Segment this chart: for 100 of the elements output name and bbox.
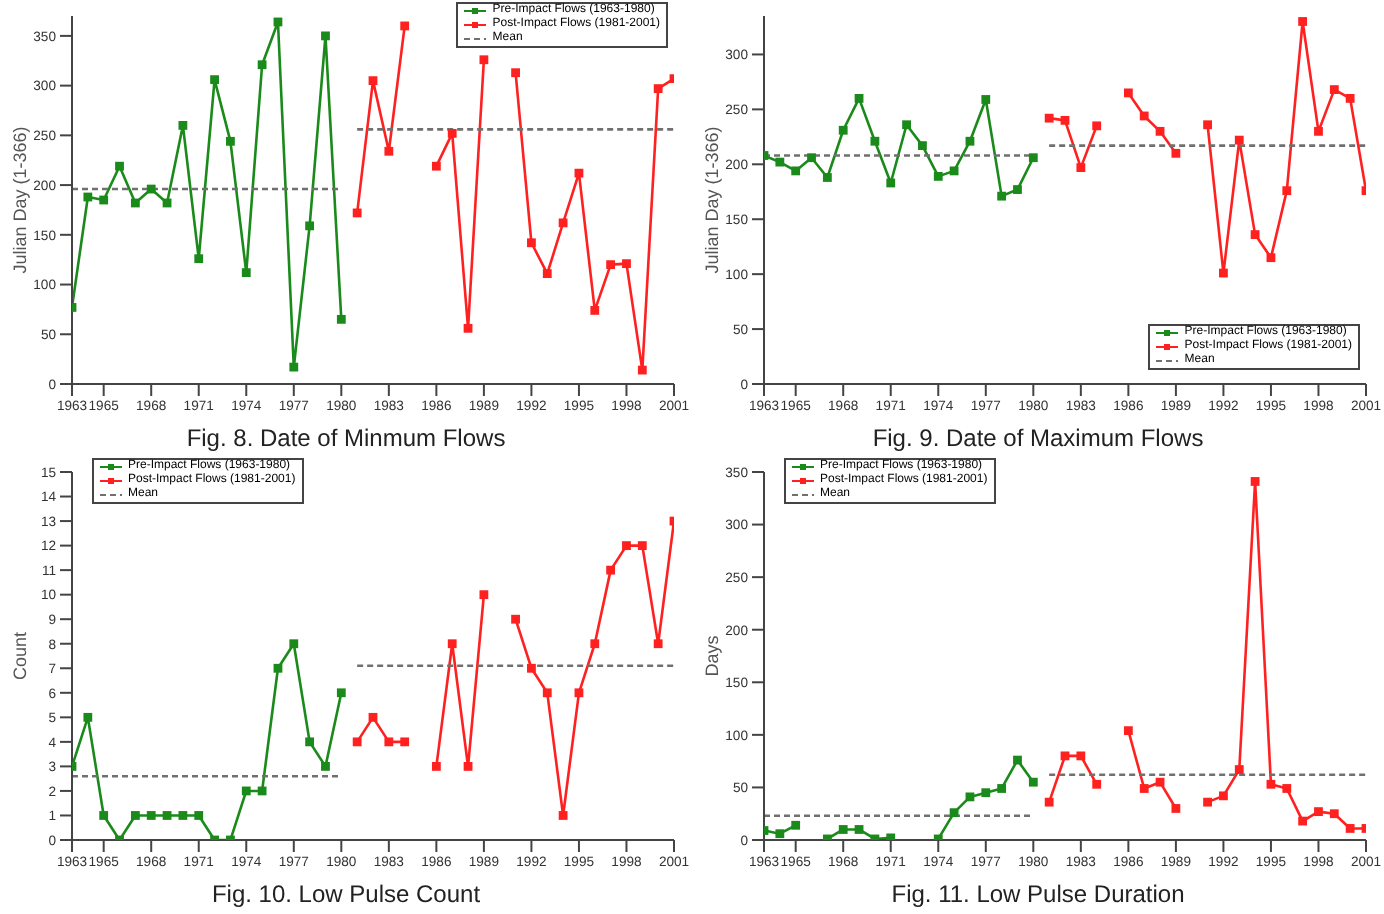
point [822, 173, 832, 182]
point [1266, 779, 1276, 789]
point [146, 184, 156, 194]
point [1219, 268, 1228, 278]
point [1314, 126, 1323, 136]
y-axis-title: Julian Day (1-366) [702, 126, 723, 274]
y-axis-title: Julian Day (1-366) [10, 126, 31, 274]
point [321, 31, 330, 41]
point [99, 811, 109, 820]
point [99, 195, 109, 205]
point [368, 76, 378, 86]
point [1060, 751, 1070, 761]
point [1044, 797, 1054, 807]
point [918, 141, 927, 151]
point [775, 157, 785, 167]
point [431, 762, 441, 771]
point [1314, 807, 1323, 817]
point [511, 68, 520, 78]
point [1250, 477, 1260, 486]
point [352, 737, 362, 747]
point [1044, 113, 1054, 123]
point [289, 362, 299, 372]
point [558, 811, 568, 820]
point [83, 712, 93, 722]
point [336, 688, 346, 698]
point [542, 688, 552, 698]
point [1345, 93, 1355, 103]
point [838, 125, 848, 135]
point [194, 811, 204, 820]
point [933, 171, 943, 181]
point [289, 639, 299, 649]
y-axis-title: Count [10, 631, 31, 681]
point [981, 95, 991, 104]
point [1013, 185, 1022, 194]
point [1219, 791, 1228, 801]
point [479, 55, 489, 65]
point [527, 663, 536, 673]
point [870, 136, 880, 146]
point [527, 238, 536, 248]
point [886, 178, 896, 188]
point [83, 192, 93, 202]
point [949, 808, 959, 818]
point [558, 218, 568, 228]
point [590, 639, 600, 649]
point [1171, 804, 1181, 813]
point [791, 166, 801, 176]
point [130, 811, 140, 820]
point [1234, 135, 1244, 145]
text: Fig. 9. Date of Maximum Flows [870, 422, 1206, 454]
point [511, 614, 520, 624]
point [854, 825, 864, 834]
point [130, 198, 140, 208]
point [226, 136, 235, 146]
point [574, 168, 584, 178]
point [352, 208, 362, 218]
point [178, 121, 188, 130]
point [1092, 779, 1102, 789]
point [463, 762, 473, 771]
point [1139, 784, 1149, 793]
point [854, 93, 864, 103]
point [1123, 88, 1133, 98]
point [1298, 816, 1308, 826]
point [305, 737, 315, 747]
point [1250, 230, 1260, 239]
point [574, 688, 584, 698]
point [1298, 17, 1308, 26]
point [1028, 153, 1038, 163]
point [1155, 777, 1165, 787]
point [1329, 85, 1339, 94]
point [1076, 163, 1086, 172]
point [368, 712, 378, 722]
point [1203, 797, 1212, 807]
y-axis-title: Days [702, 634, 723, 677]
point [400, 21, 410, 31]
point [1282, 186, 1292, 196]
point [305, 221, 315, 231]
point [791, 820, 801, 830]
point [1266, 253, 1276, 263]
point [949, 166, 959, 176]
point [479, 590, 489, 600]
point [400, 737, 410, 747]
point [1013, 755, 1022, 765]
point [241, 268, 251, 278]
point [463, 323, 473, 333]
point [1155, 126, 1165, 136]
point [965, 136, 975, 146]
point [902, 120, 911, 130]
point [1060, 115, 1070, 125]
point [384, 737, 394, 747]
point [321, 762, 330, 771]
point [590, 306, 600, 315]
point [115, 161, 124, 171]
point [1092, 121, 1102, 131]
text: Fig. 8. Date of Minmum Flows [184, 422, 508, 454]
point [653, 84, 663, 94]
point [653, 639, 663, 649]
point [384, 146, 394, 156]
point [1123, 726, 1133, 736]
point [775, 829, 785, 839]
point [257, 60, 267, 70]
